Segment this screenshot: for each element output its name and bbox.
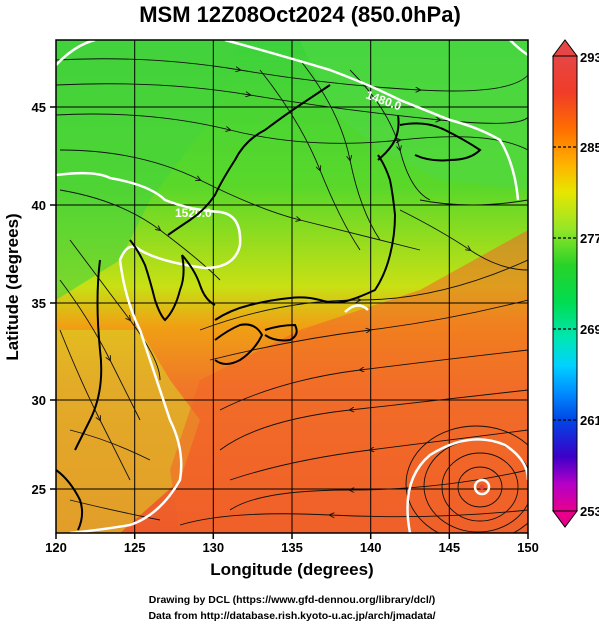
- y-tick-label: 30: [32, 393, 46, 408]
- y-tick-label: 40: [32, 198, 46, 213]
- colorbar: 293 285 277 269 261 253: [552, 39, 599, 528]
- wind-streamlines: [56, 58, 528, 526]
- x-tick-label: 130: [202, 540, 224, 555]
- cyclone-center: [473, 478, 491, 496]
- x-tick-label: 150: [517, 540, 539, 555]
- y-tick-label: 35: [32, 296, 46, 311]
- x-tick-label: 145: [438, 540, 460, 555]
- colorbar-tick-label: 285: [580, 140, 599, 155]
- height-contours: [56, 40, 528, 533]
- y-axis-title: Latitude (degrees): [3, 213, 22, 360]
- y-tick-labels: 25 30 35 40 45: [32, 100, 46, 497]
- x-axis-title: Longitude (degrees): [210, 560, 373, 579]
- y-tick-label: 45: [32, 100, 46, 115]
- colorbar-bottom-arrow: [552, 510, 578, 528]
- yellow-region-west: [56, 330, 200, 533]
- cool-region-north: [56, 40, 240, 300]
- x-tick-labels: 120 125 130 135 140 145 150: [45, 540, 539, 555]
- warm-region-southeast: [170, 230, 528, 533]
- x-tick-label: 120: [45, 540, 67, 555]
- plot-area: 1520.0 1480.0: [56, 40, 528, 533]
- x-tick-label: 135: [281, 540, 303, 555]
- colorbar-tick-label: 269: [580, 322, 599, 337]
- colorbar-tick-label: 253: [580, 504, 599, 519]
- colorbar-top-arrow: [552, 39, 578, 57]
- x-tick-label: 125: [124, 540, 146, 555]
- colorbar-tick-label: 277: [580, 231, 599, 246]
- credit-data: Data from http://database.rish.kyoto-u.a…: [148, 610, 435, 622]
- colorbar-tick-label: 261: [580, 413, 599, 428]
- credit-drawing: Drawing by DCL (https://www.gfd-dennou.o…: [149, 594, 435, 606]
- coastlines: [56, 84, 482, 531]
- colorbar-tick-label: 293: [580, 50, 599, 65]
- x-tick-label: 140: [360, 540, 382, 555]
- y-tick-label: 25: [32, 482, 46, 497]
- colorbar-bar: [552, 55, 578, 512]
- axis-ticks: [50, 106, 529, 539]
- map-title: MSM 12Z08Oct2024 (850.0hPa): [139, 2, 461, 27]
